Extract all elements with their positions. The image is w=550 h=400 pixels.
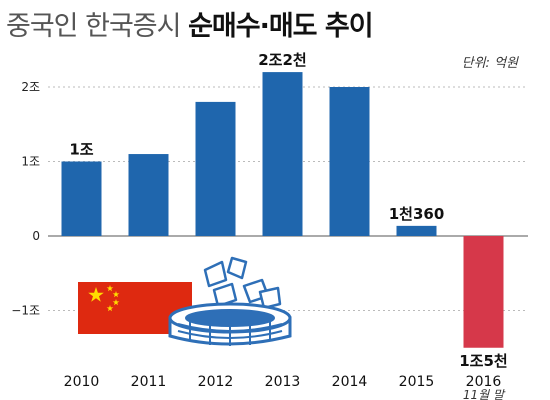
bar-2010 (61, 161, 102, 236)
data-label: 2조2천 (258, 51, 306, 69)
x-tick-note: 11월 말 (463, 388, 506, 400)
x-tick-label: 2012 (198, 374, 234, 390)
chart-title: 중국인 한국증시 순매수·매도 추이 (6, 4, 374, 43)
bar-2011 (128, 154, 169, 236)
unit-label: 단위: 억원 (461, 56, 518, 71)
bars (61, 72, 504, 348)
bar-2014 (329, 87, 370, 236)
flag-small-star (112, 299, 120, 306)
x-tick-label: 2014 (332, 374, 368, 390)
bar-2013 (262, 72, 303, 236)
x-tick-label: 2013 (265, 374, 301, 390)
data-labels: 1조 2조2천 1천360 1조5천 (69, 51, 507, 370)
bar-2016 (463, 236, 504, 348)
chart-title-light: 중국인 한국증시 (6, 11, 181, 42)
y-tick-label: −1조 (11, 304, 40, 318)
data-label: 1천360 (389, 205, 445, 223)
bar-2012 (195, 101, 236, 237)
illustration (78, 256, 292, 346)
x-tick-label: 2015 (399, 374, 435, 390)
x-tick-label: 2016 (466, 374, 502, 390)
data-label: 1조5천 (459, 352, 507, 370)
y-tick-label: 0 (32, 229, 40, 243)
flag-small-star (112, 291, 120, 298)
x-tick-label: 2011 (131, 374, 167, 390)
flag-big-star (88, 287, 104, 302)
bar-2015 (396, 225, 437, 236)
chart-title-bold: 순매수·매도 추이 (188, 11, 374, 42)
y-tick-label: 2조 (21, 80, 40, 94)
data-label: 1조 (69, 141, 93, 159)
x-tick-label: 2010 (64, 374, 100, 390)
flag-small-star (106, 305, 114, 312)
flying-papers (203, 256, 282, 310)
stock-papers-stadium-icon (168, 256, 292, 346)
flag-small-star (106, 285, 114, 292)
y-tick-label: 1조 (21, 155, 40, 169)
